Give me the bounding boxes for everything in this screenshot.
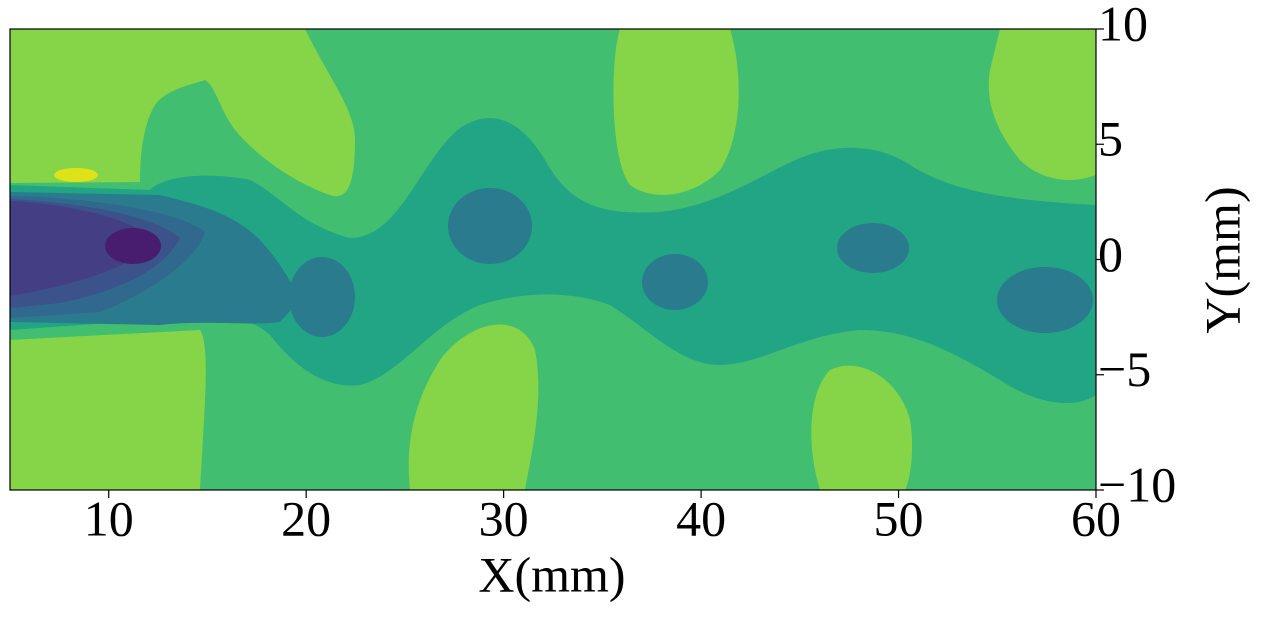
contour-level bbox=[10, 201, 155, 296]
x-tick-label: 50 bbox=[874, 490, 924, 546]
x-tick-label: 20 bbox=[281, 490, 331, 546]
contour-level bbox=[105, 228, 161, 264]
y-tick-label: −5 bbox=[1098, 341, 1151, 397]
x-tick-label: 60 bbox=[1071, 490, 1121, 546]
contour-level bbox=[10, 29, 1096, 490]
contour-level bbox=[10, 118, 1096, 404]
y-axis-label: Y(mm) bbox=[1194, 186, 1250, 333]
contour-level bbox=[54, 168, 98, 182]
contour-field bbox=[10, 29, 1096, 490]
y-tick-label: 10 bbox=[1098, 0, 1148, 51]
x-axis-label: X(mm) bbox=[478, 546, 625, 602]
x-tick-label: 40 bbox=[676, 490, 726, 546]
x-tick-label: 30 bbox=[479, 490, 529, 546]
y-tick-label: 0 bbox=[1098, 226, 1123, 282]
x-tick-label: 10 bbox=[84, 490, 134, 546]
y-tick-label: −10 bbox=[1098, 456, 1176, 512]
y-tick-label: 5 bbox=[1098, 111, 1123, 167]
